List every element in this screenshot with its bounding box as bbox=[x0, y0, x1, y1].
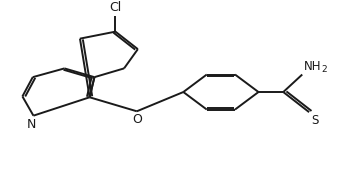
Text: Cl: Cl bbox=[109, 1, 121, 14]
Text: S: S bbox=[311, 114, 318, 127]
Text: N: N bbox=[27, 118, 36, 131]
Text: O: O bbox=[132, 113, 142, 126]
Text: NH: NH bbox=[304, 60, 321, 73]
Text: 2: 2 bbox=[321, 65, 327, 74]
